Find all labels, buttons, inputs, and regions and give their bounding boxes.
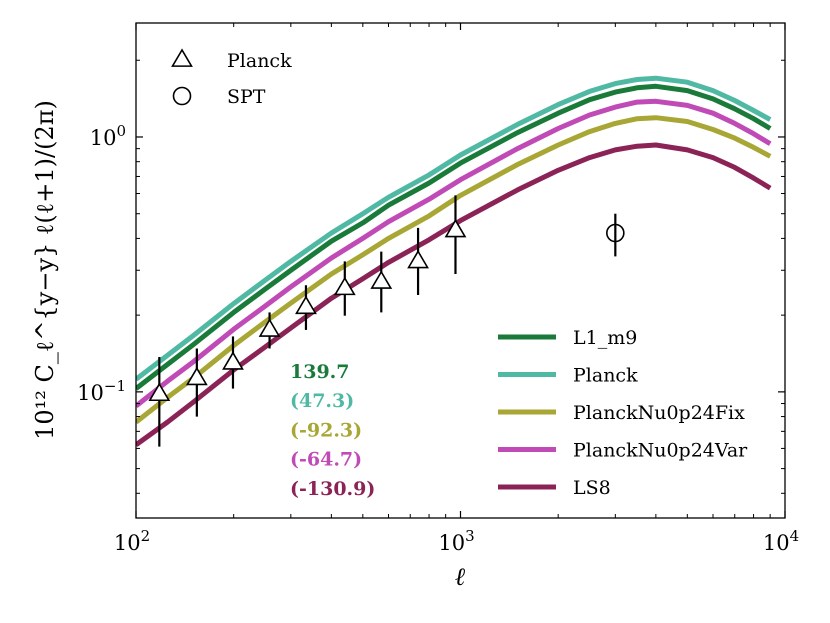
series-line-Planck	[136, 75, 772, 382]
point-Planck	[444, 218, 467, 238]
legend-lines: L1_m9 Planck PlanckNu0p24Fix PlanckNu0p24Va…	[498, 327, 748, 499]
y-tick-label: 10−1	[77, 377, 126, 405]
legend-label-PlanckNu0p24Var: PlanckNu0p24Var	[573, 440, 748, 462]
point-Planck	[407, 249, 429, 269]
point-Planck	[185, 366, 208, 386]
point-Planck	[222, 351, 244, 370]
x-tick-label: 104	[763, 527, 799, 555]
x-tick-label: 103	[438, 527, 474, 555]
stat-labels: 139.7 (47.3) (-92.3) (-64.7) (-130.9)	[290, 361, 375, 500]
y-axis-label: 10¹² C_ℓ^{y−y} ℓ(ℓ+1)/(2π)	[31, 100, 59, 440]
y-tick-label: 100	[90, 122, 126, 150]
legend-marker-Planck	[171, 48, 193, 67]
point-Planck	[370, 270, 393, 289]
series-line-L1_m9	[136, 83, 772, 391]
legend-markers: Planck SPT	[171, 48, 292, 108]
x-axis-label: ℓ	[455, 562, 466, 591]
stat-label: 139.7	[290, 361, 350, 383]
legend-label-Planck: Planck	[573, 365, 638, 387]
data-points	[148, 195, 625, 447]
point-Planck	[148, 382, 171, 402]
legend-label-PlanckNu0p24Fix: PlanckNu0p24Fix	[573, 402, 745, 424]
point-Planck	[258, 318, 281, 337]
stat-label: (-92.3)	[290, 419, 362, 441]
legend-label-SPT: SPT	[227, 86, 266, 108]
stat-label: (-130.9)	[290, 478, 375, 500]
axes: 102 103 104 10−1 100	[77, 22, 799, 555]
series-line-PlanckNu0p24Var	[136, 98, 772, 408]
series-line-LS8	[136, 142, 772, 447]
point-Planck	[333, 276, 356, 296]
legend-label-L1_m9: L1_m9	[573, 327, 637, 349]
legend-label-LS8: LS8	[573, 477, 611, 499]
series-line-PlanckNu0p24Fix	[136, 115, 772, 425]
stat-label: (47.3)	[290, 390, 354, 412]
stat-label: (-64.7)	[290, 449, 362, 471]
x-tick-label: 102	[114, 527, 150, 555]
legend-marker-SPT	[172, 86, 192, 106]
model-curves	[136, 75, 772, 447]
point-Planck	[295, 295, 317, 315]
legend-label-Planck: Planck	[227, 50, 292, 72]
